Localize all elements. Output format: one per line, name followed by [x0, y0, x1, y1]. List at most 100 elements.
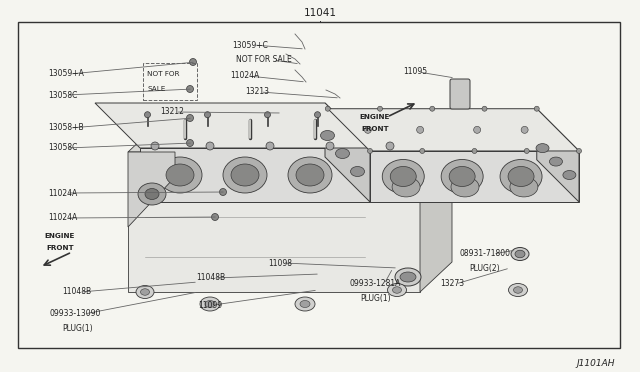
Text: PLUG(1): PLUG(1)	[360, 295, 390, 304]
Text: 11095: 11095	[403, 67, 427, 77]
Ellipse shape	[296, 164, 324, 186]
Ellipse shape	[449, 167, 475, 186]
Ellipse shape	[141, 289, 150, 295]
Text: 13058+B: 13058+B	[48, 124, 84, 132]
Ellipse shape	[321, 131, 335, 141]
Text: 13213: 13213	[245, 87, 269, 96]
Circle shape	[364, 126, 371, 133]
Text: ENGINE: ENGINE	[360, 114, 390, 120]
Polygon shape	[128, 122, 452, 152]
Ellipse shape	[205, 301, 215, 308]
Ellipse shape	[563, 170, 576, 180]
Text: 13059+A: 13059+A	[48, 70, 84, 78]
Ellipse shape	[145, 189, 159, 199]
Circle shape	[367, 148, 372, 154]
Text: 11024A: 11024A	[230, 71, 259, 80]
Circle shape	[472, 148, 477, 154]
Ellipse shape	[395, 268, 421, 286]
Ellipse shape	[166, 164, 194, 186]
Circle shape	[430, 106, 435, 111]
Ellipse shape	[515, 250, 525, 258]
Ellipse shape	[223, 157, 267, 193]
Text: 11099: 11099	[198, 301, 222, 310]
Text: 08931-71800: 08931-71800	[459, 250, 510, 259]
Polygon shape	[325, 103, 370, 202]
Circle shape	[534, 106, 540, 111]
Polygon shape	[537, 109, 579, 202]
Circle shape	[474, 126, 481, 133]
Ellipse shape	[392, 177, 420, 197]
FancyBboxPatch shape	[450, 79, 470, 109]
Ellipse shape	[158, 157, 202, 193]
Ellipse shape	[392, 287, 401, 293]
Circle shape	[186, 115, 193, 122]
Circle shape	[386, 142, 394, 150]
Polygon shape	[128, 152, 420, 292]
Ellipse shape	[390, 167, 416, 186]
Ellipse shape	[513, 287, 522, 293]
Circle shape	[205, 112, 211, 118]
Text: NOT FOR: NOT FOR	[147, 71, 179, 77]
Circle shape	[417, 126, 424, 133]
Text: PLUG(1): PLUG(1)	[62, 324, 93, 333]
Circle shape	[186, 140, 193, 147]
Polygon shape	[370, 151, 579, 202]
Circle shape	[325, 106, 330, 111]
Text: FRONT: FRONT	[361, 126, 389, 132]
Circle shape	[206, 142, 214, 150]
Ellipse shape	[451, 177, 479, 197]
Circle shape	[524, 148, 529, 154]
Text: 09933-13090: 09933-13090	[50, 310, 101, 318]
Ellipse shape	[200, 297, 220, 311]
Ellipse shape	[400, 272, 416, 282]
Text: 11024A: 11024A	[48, 189, 77, 198]
Circle shape	[186, 86, 193, 93]
Text: PLUG(2): PLUG(2)	[469, 263, 500, 273]
Ellipse shape	[300, 301, 310, 308]
Text: ENGINE: ENGINE	[45, 233, 75, 239]
Circle shape	[220, 189, 227, 196]
Text: 13059+C: 13059+C	[232, 41, 268, 49]
Circle shape	[151, 142, 159, 150]
Circle shape	[314, 112, 321, 118]
Polygon shape	[140, 148, 370, 202]
Circle shape	[482, 106, 487, 111]
Ellipse shape	[136, 285, 154, 298]
Ellipse shape	[295, 297, 315, 311]
Ellipse shape	[138, 183, 166, 205]
Ellipse shape	[511, 247, 529, 260]
Bar	[18, 22, 620, 348]
Ellipse shape	[550, 157, 563, 166]
Text: 13058C: 13058C	[48, 144, 77, 153]
Ellipse shape	[510, 177, 538, 197]
Bar	[143, 63, 197, 100]
Circle shape	[420, 148, 425, 154]
Ellipse shape	[351, 167, 365, 176]
Text: 11048B: 11048B	[196, 273, 225, 282]
Circle shape	[326, 142, 334, 150]
Text: FRONT: FRONT	[46, 245, 74, 251]
Text: 13058C: 13058C	[48, 90, 77, 99]
Text: NOT FOR SALE: NOT FOR SALE	[236, 55, 292, 64]
Circle shape	[145, 112, 150, 118]
Ellipse shape	[335, 148, 349, 158]
Ellipse shape	[231, 164, 259, 186]
Circle shape	[577, 148, 582, 154]
Ellipse shape	[509, 283, 527, 296]
Ellipse shape	[387, 283, 406, 296]
Polygon shape	[95, 103, 370, 148]
Circle shape	[189, 58, 196, 65]
Text: 11041: 11041	[303, 8, 337, 18]
Text: 11048B: 11048B	[62, 288, 91, 296]
Ellipse shape	[441, 160, 483, 193]
Ellipse shape	[382, 160, 424, 193]
Ellipse shape	[288, 157, 332, 193]
Circle shape	[521, 126, 528, 133]
Text: 09933-1281A: 09933-1281A	[350, 279, 401, 289]
Polygon shape	[420, 122, 452, 292]
Text: J1101AH: J1101AH	[577, 359, 615, 369]
Ellipse shape	[536, 144, 549, 153]
Circle shape	[211, 214, 218, 221]
Text: 13273: 13273	[440, 279, 464, 289]
Text: 11098: 11098	[268, 259, 292, 267]
